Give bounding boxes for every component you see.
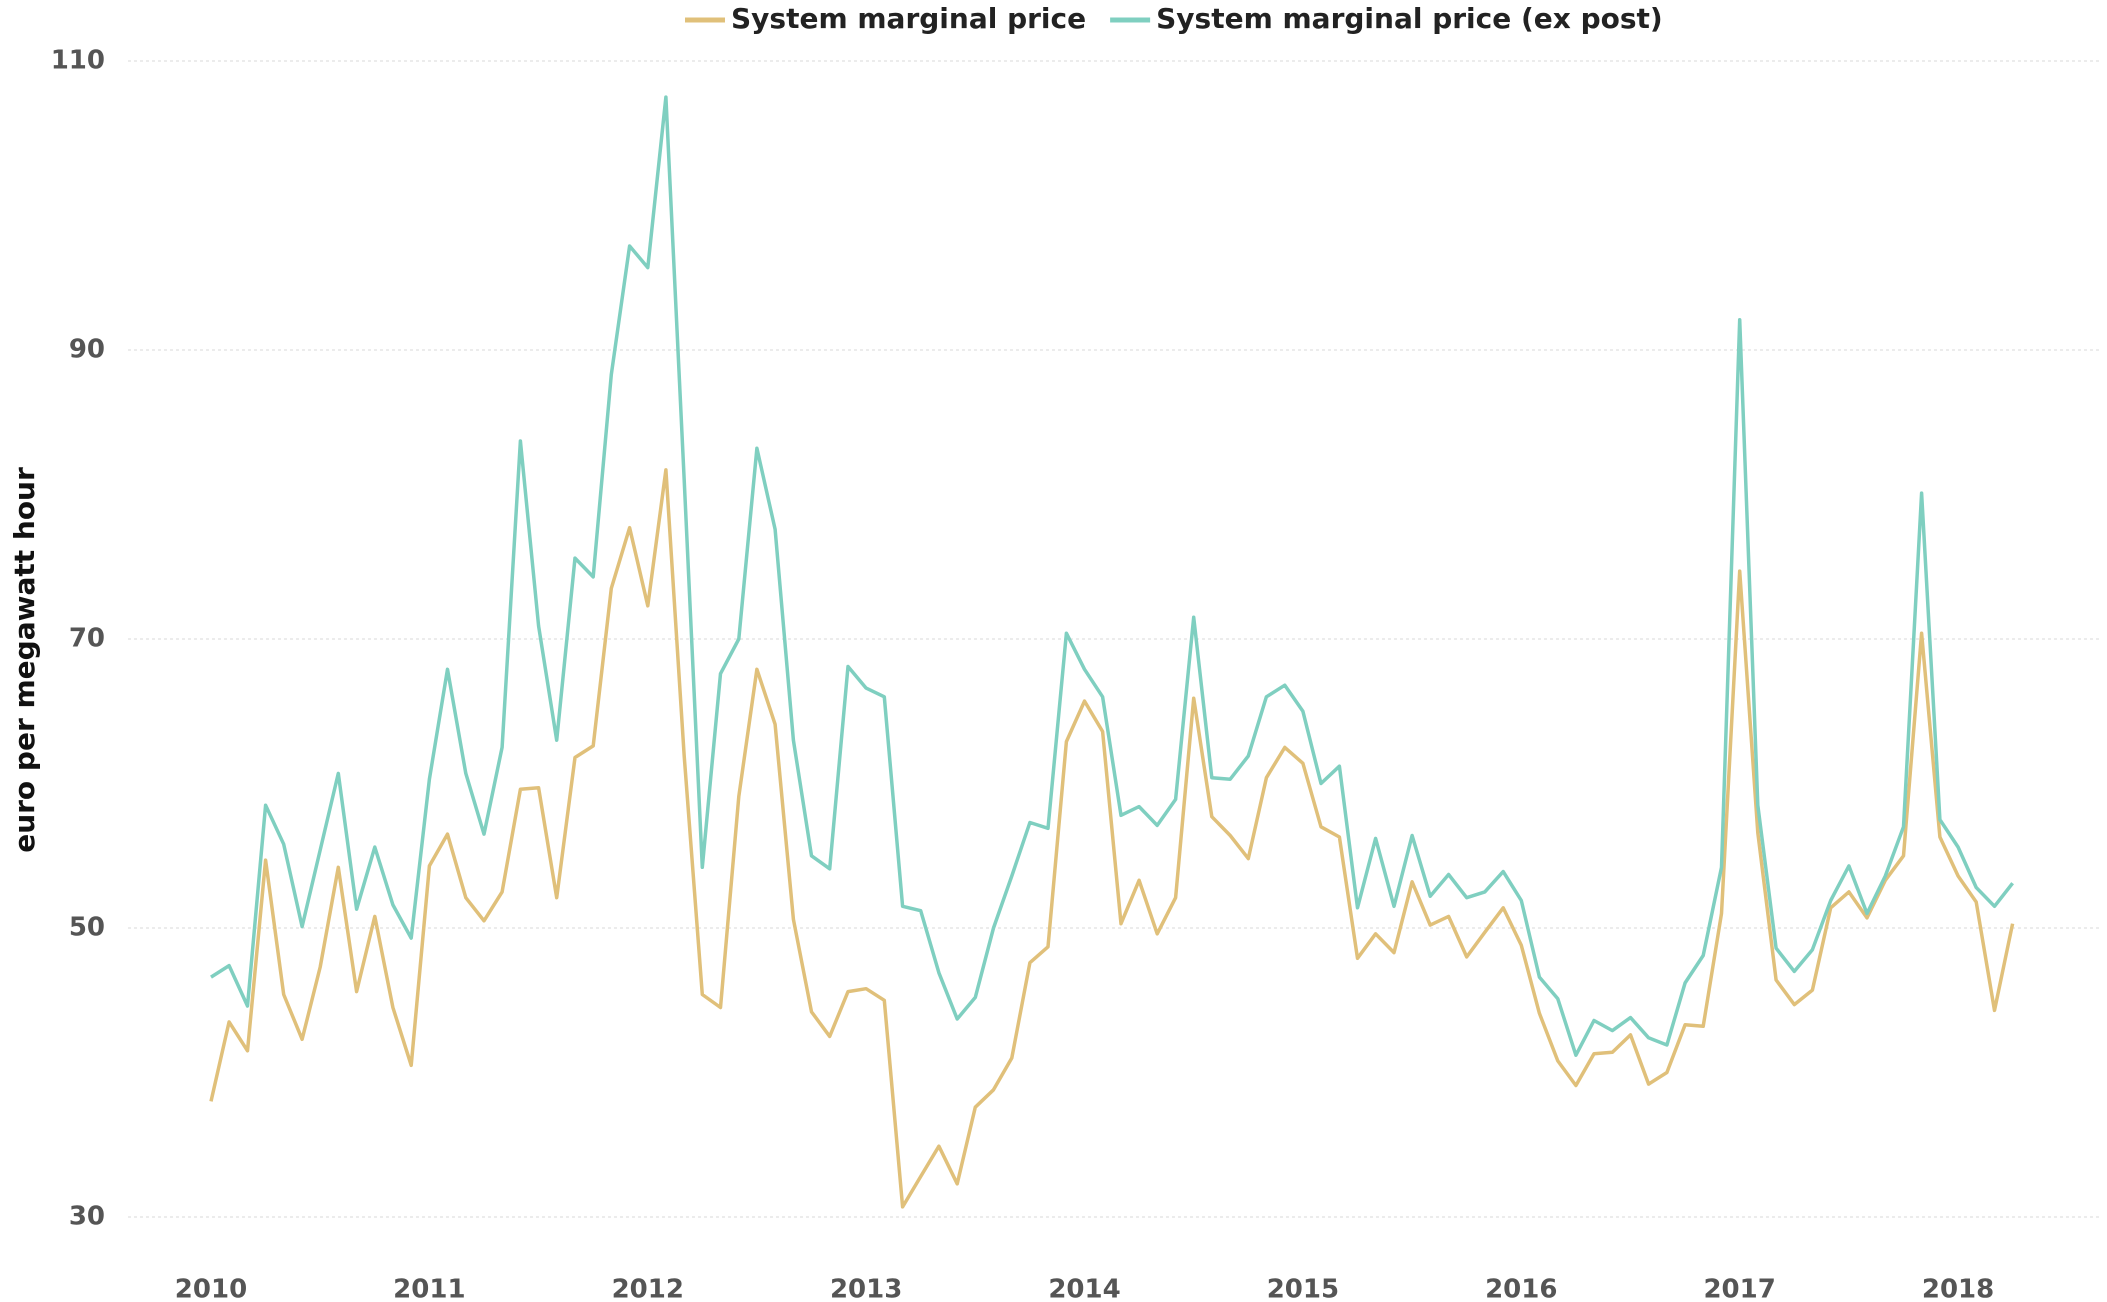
legend-label: System marginal price — [731, 2, 1086, 35]
y-tick-label: 110 — [51, 46, 105, 76]
series-line — [209, 468, 2015, 1209]
y-tick-label: 30 — [69, 1202, 105, 1232]
series-line — [210, 95, 2014, 1057]
x-tick-label: 2014 — [1048, 1275, 1120, 1302]
x-tick-label: 2013 — [830, 1275, 902, 1302]
y-axis-label: euro per megawatt hour — [8, 467, 41, 853]
x-tick-label: 2010 — [175, 1275, 247, 1302]
x-tick-label: 2016 — [1485, 1275, 1557, 1302]
x-tick-label: 2012 — [612, 1275, 684, 1302]
legend-label: System marginal price (ex post) — [1156, 2, 1663, 35]
legend: System marginal price System marginal pri… — [685, 2, 1663, 35]
x-tick-label: 2017 — [1703, 1275, 1775, 1302]
y-tick-label: 90 — [69, 335, 105, 365]
x-tick-label: 2015 — [1267, 1275, 1339, 1302]
y-tick-label: 70 — [69, 624, 105, 654]
x-tick-label: 2018 — [1922, 1275, 1994, 1302]
x-tick-label: 2011 — [393, 1275, 465, 1302]
y-tick-label: 50 — [69, 913, 105, 943]
